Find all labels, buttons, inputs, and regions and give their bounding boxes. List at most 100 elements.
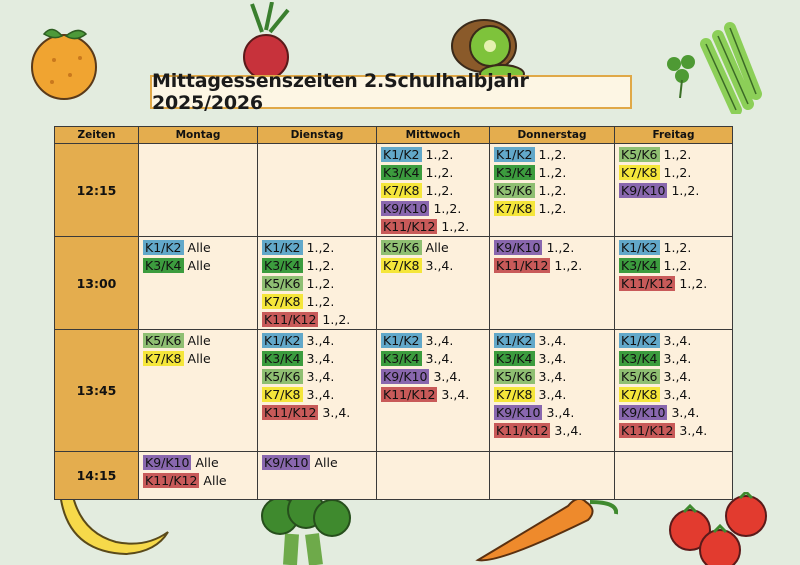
class-group-badge: K3/K4 xyxy=(619,351,660,366)
lesson-periods: 1.,2. xyxy=(306,258,335,273)
class-entry: K7/K8 3.,4. xyxy=(494,386,611,404)
class-entry: K9/K10 1.,2. xyxy=(619,182,729,200)
class-group-badge: K5/K6 xyxy=(619,369,660,384)
class-entry: K1/K2 1.,2. xyxy=(494,146,611,164)
class-group-badge: K3/K4 xyxy=(262,258,303,273)
class-entry: K3/K4 3.,4. xyxy=(262,350,373,368)
lesson-periods: 1.,2. xyxy=(679,276,708,291)
class-entry: K7/K8 3.,4. xyxy=(619,386,729,404)
class-entry: K7/K8 1.,2. xyxy=(381,182,486,200)
lesson-periods: 1.,2. xyxy=(546,240,575,255)
class-group-badge: K7/K8 xyxy=(619,387,660,402)
class-entry: K1/K2 1.,2. xyxy=(619,239,729,257)
class-group-badge: K11/K12 xyxy=(494,423,551,438)
class-group-badge: K1/K2 xyxy=(619,240,660,255)
class-group-badge: K5/K6 xyxy=(494,369,535,384)
class-entry: K9/K10 1.,2. xyxy=(381,200,486,218)
class-entry: K11/K12 3.,4. xyxy=(262,404,373,422)
class-group-badge: K7/K8 xyxy=(494,387,535,402)
day-cell-montag: K9/K10 Alle K11/K12 Alle xyxy=(138,451,258,500)
class-entry: K7/K8 Alle xyxy=(143,350,254,368)
class-group-badge: K9/K10 xyxy=(619,405,668,420)
lesson-periods: 1.,2. xyxy=(433,201,462,216)
lesson-periods: Alle xyxy=(187,351,211,366)
class-entry: K5/K6 1.,2. xyxy=(262,275,373,293)
class-group-badge: K9/K10 xyxy=(619,183,668,198)
class-entry: K9/K10 Alle xyxy=(143,454,254,472)
class-entry: K7/K8 1.,2. xyxy=(494,200,611,218)
schedule-row: 14:15 K9/K10 Alle K11/K12 Alle K9/K10 Alle xyxy=(54,451,733,500)
day-cell-montag: K5/K6 Alle K7/K8 Alle xyxy=(138,329,258,452)
day-cell-donnerstag: K1/K2 1.,2. K3/K4 1.,2. K5/K6 1.,2. K7/K8 1.,2. xyxy=(489,143,615,237)
orange-icon xyxy=(31,28,97,100)
lesson-periods: 1.,2. xyxy=(425,183,454,198)
class-entry: K1/K2 3.,4. xyxy=(262,332,373,350)
lesson-periods: 3.,4. xyxy=(671,405,700,420)
class-entry: K1/K2 3.,4. xyxy=(381,332,486,350)
class-group-badge: K1/K2 xyxy=(619,333,660,348)
class-group-badge: K3/K4 xyxy=(381,351,422,366)
column-header-dienstag: Dienstag xyxy=(257,126,377,144)
schedule-row: 13:45 K5/K6 Alle K7/K8 Alle K1/K2 3.,4. K3/K4 3.… xyxy=(54,329,733,452)
column-header-donnerstag: Donnerstag xyxy=(489,126,615,144)
lesson-periods: 3.,4. xyxy=(425,333,454,348)
class-group-badge: K7/K8 xyxy=(381,183,422,198)
class-group-badge: K7/K8 xyxy=(143,351,184,366)
class-group-badge: K11/K12 xyxy=(262,312,319,327)
lesson-periods: 3.,4. xyxy=(322,405,351,420)
class-group-badge: K5/K6 xyxy=(494,183,535,198)
day-cell-freitag xyxy=(614,451,733,500)
class-entry: K5/K6 Alle xyxy=(143,332,254,350)
day-cell-donnerstag xyxy=(489,451,615,500)
lesson-periods: 1.,2. xyxy=(663,240,692,255)
class-group-badge: K5/K6 xyxy=(143,333,184,348)
column-header-montag: Montag xyxy=(138,126,258,144)
lesson-periods: 3.,4. xyxy=(538,369,567,384)
day-cell-dienstag: K1/K2 3.,4. K3/K4 3.,4. K5/K6 3.,4. K7/K8 3.,4.… xyxy=(257,329,377,452)
lesson-periods: Alle xyxy=(203,473,227,488)
lesson-periods: Alle xyxy=(187,240,211,255)
day-cell-dienstag: K9/K10 Alle xyxy=(257,451,377,500)
lesson-periods: 3.,4. xyxy=(546,405,575,420)
lesson-periods: 1.,2. xyxy=(306,276,335,291)
lunch-schedule-table: Zeiten Montag Dienstag Mittwoch Donnerst… xyxy=(54,126,733,500)
lesson-periods: 3.,4. xyxy=(306,387,335,402)
day-cell-freitag: K1/K2 3.,4. K3/K4 3.,4. K5/K6 3.,4. K7/K8 3.,4.… xyxy=(614,329,733,452)
day-cell-freitag: K5/K6 1.,2. K7/K8 1.,2. K9/K10 1.,2. xyxy=(614,143,733,237)
class-group-badge: K3/K4 xyxy=(494,165,535,180)
lesson-periods: 1.,2. xyxy=(538,147,567,162)
column-header-mittwoch: Mittwoch xyxy=(376,126,490,144)
lesson-periods: 3.,4. xyxy=(663,369,692,384)
day-cell-montag xyxy=(138,143,258,237)
class-group-badge: K1/K2 xyxy=(262,333,303,348)
tomatoes-icon xyxy=(669,492,767,565)
class-group-badge: K1/K2 xyxy=(381,147,422,162)
lesson-periods: 3.,4. xyxy=(554,423,583,438)
class-group-badge: K3/K4 xyxy=(381,165,422,180)
class-group-badge: K1/K2 xyxy=(143,240,184,255)
class-entry: K3/K4 Alle xyxy=(143,257,254,275)
class-entry: K3/K4 1.,2. xyxy=(381,164,486,182)
class-group-badge: K11/K12 xyxy=(619,276,676,291)
class-group-badge: K7/K8 xyxy=(262,387,303,402)
class-entry: K9/K10 3.,4. xyxy=(619,404,729,422)
class-entry: K11/K12 1.,2. xyxy=(262,311,373,329)
class-group-badge: K5/K6 xyxy=(381,240,422,255)
lesson-periods: 1.,2. xyxy=(425,165,454,180)
lesson-periods: 3.,4. xyxy=(306,351,335,366)
time-cell: 13:45 xyxy=(54,329,139,452)
day-cell-montag: K1/K2 Alle K3/K4 Alle xyxy=(138,236,258,330)
day-cell-mittwoch: K5/K6 Alle K7/K8 3.,4. xyxy=(376,236,490,330)
class-entry: K1/K2 3.,4. xyxy=(619,332,729,350)
class-entry: K5/K6 3.,4. xyxy=(619,368,729,386)
class-entry: K3/K4 3.,4. xyxy=(381,350,486,368)
lesson-periods: Alle xyxy=(314,455,338,470)
time-cell: 13:00 xyxy=(54,236,139,330)
class-group-badge: K9/K10 xyxy=(381,201,430,216)
lesson-periods: 3.,4. xyxy=(425,258,454,273)
schedule-body: 12:15 K1/K2 1.,2. K3/K4 1.,2. K7/K8 1.,2. K9/K1… xyxy=(54,143,733,500)
celery-icon xyxy=(700,22,762,114)
lesson-periods: 3.,4. xyxy=(306,333,335,348)
carrot-icon xyxy=(475,484,618,562)
lesson-periods: 1.,2. xyxy=(441,219,470,234)
